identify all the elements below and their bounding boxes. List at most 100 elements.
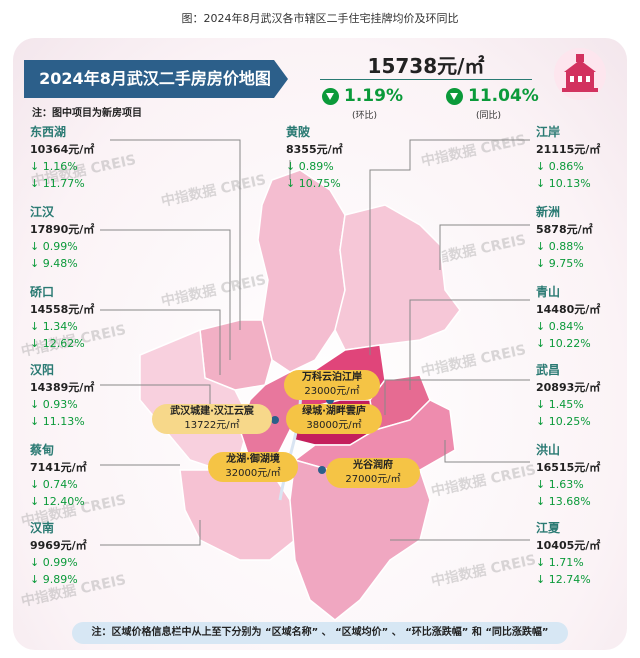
district-mom: ↓ 1.16%: [30, 160, 78, 173]
district-caidian: 蔡甸 7141元/㎡ ↓ 0.74% ↓ 12.40%: [30, 442, 130, 510]
project-price: 13722元/㎡: [184, 420, 240, 431]
region-huangpi: [257, 169, 346, 373]
leader-jianghan: [100, 229, 231, 360]
project-name: 武汉城建·汉江云宸: [170, 406, 254, 417]
district-name: 江汉: [30, 205, 55, 219]
down-arrow-icon: [446, 87, 463, 105]
district-price: 7141元/㎡: [30, 461, 87, 474]
leader-lines: [100, 139, 530, 546]
district-name: 汉阳: [30, 363, 55, 377]
district-hannan: 汉南 9969元/㎡ ↓ 0.99% ↓ 9.89%: [30, 520, 130, 588]
district-yoy: ↓ 10.75%: [286, 177, 341, 190]
district-name: 汉南: [30, 521, 55, 535]
district-price: 14480元/㎡: [536, 303, 601, 316]
district-name: 江岸: [536, 125, 561, 139]
district-price: 21115元/㎡: [536, 143, 601, 156]
district-name: 武昌: [536, 363, 561, 377]
district-mom: ↓ 0.93%: [30, 398, 78, 411]
district-name: 青山: [536, 285, 561, 299]
average-divider: [320, 79, 532, 80]
leader-dongxihu: [110, 139, 241, 330]
district-yoy: ↓ 9.48%: [30, 257, 78, 270]
title-banner: [24, 60, 288, 98]
mom-value: 1.19%: [344, 86, 403, 106]
region-xinzhou: [334, 204, 461, 351]
wuhan-landmark-logo-icon: [554, 48, 606, 100]
district-name: 新洲: [536, 205, 561, 219]
district-qingshan: 青山 14480元/㎡ ↓ 0.84% ↓ 10.22%: [536, 284, 636, 352]
district-mom: ↓ 0.99%: [30, 240, 78, 253]
title-note: 注：图中项目为新房项目: [32, 108, 142, 119]
district-price: 14558元/㎡: [30, 303, 95, 316]
district-price: 20893元/㎡: [536, 381, 601, 394]
region-dongxihu: [199, 319, 273, 391]
district-jiangan: 江岸 21115元/㎡ ↓ 0.86% ↓ 10.13%: [536, 124, 636, 192]
district-name: 洪山: [536, 443, 561, 457]
leader-xinzhou: [439, 224, 530, 270]
district-yoy: ↓ 12.74%: [536, 573, 591, 586]
mom-change: 1.19% (环比): [322, 86, 422, 126]
district-xinzhou: 新洲 5878元/㎡ ↓ 0.88% ↓ 9.75%: [536, 204, 636, 272]
district-price: 10364元/㎡: [30, 143, 95, 156]
district-mom: ↓ 0.74%: [30, 478, 78, 491]
yoy-value: 11.04%: [468, 86, 539, 106]
district-qiaokou: 硚口 14558元/㎡ ↓ 1.34% ↓ 12.62%: [30, 284, 130, 352]
mom-label: (环比): [352, 111, 378, 121]
district-dongxihu: 东西湖 10364元/㎡ ↓ 1.16% ↓ 11.77%: [30, 124, 130, 192]
district-yoy: ↓ 12.40%: [30, 495, 85, 508]
project-price: 32000元/㎡: [225, 468, 281, 479]
district-mom: ↓ 0.88%: [536, 240, 584, 253]
district-yoy: ↓ 9.75%: [536, 257, 584, 270]
district-price: 9969元/㎡: [30, 539, 87, 552]
leader-wuchang: [384, 379, 530, 415]
leader-qiaokou: [100, 309, 221, 375]
district-hongshan: 洪山 16515元/㎡ ↓ 1.63% ↓ 13.68%: [536, 442, 636, 510]
district-yoy: ↓ 10.25%: [536, 415, 591, 428]
project-name: 光谷润府: [353, 460, 393, 471]
district-wuchang: 武昌 20893元/㎡ ↓ 1.45% ↓ 10.25%: [536, 362, 636, 430]
yoy-change: 11.04% (同比): [446, 86, 546, 126]
project-name: 万科云泊江岸: [302, 372, 362, 383]
project-label-greentown: 绿城·湖畔雲庐 38000元/㎡: [286, 404, 382, 434]
district-mom: ↓ 0.86%: [536, 160, 584, 173]
district-yoy: ↓ 11.13%: [30, 415, 85, 428]
district-name: 东西湖: [30, 125, 67, 139]
district-mom: ↓ 0.89%: [286, 160, 334, 173]
district-name: 硚口: [30, 285, 55, 299]
project-name: 绿城·湖畔雲庐: [302, 406, 366, 417]
leader-jiangan: [369, 139, 530, 355]
figure-caption: 图：2024年8月武汉各市辖区二手住宅挂牌均价及环同比: [181, 12, 459, 25]
district-mom: ↓ 1.45%: [536, 398, 584, 411]
down-arrow-icon: [322, 87, 339, 105]
district-name: 蔡甸: [30, 443, 55, 457]
project-price: 27000元/㎡: [345, 474, 401, 485]
district-price: 14389元/㎡: [30, 381, 95, 394]
district-price: 5878元/㎡: [536, 223, 593, 236]
project-label-vanke: 万科云泊江岸 23000元/㎡: [284, 370, 380, 400]
district-name: 江夏: [536, 521, 561, 535]
page-title: 2024年8月武汉二手房房价地图: [39, 69, 271, 88]
district-mom: ↓ 0.84%: [536, 320, 584, 333]
leader-hanyang: [100, 384, 211, 410]
district-name: 黄陂: [286, 125, 311, 139]
district-yoy: ↓ 10.22%: [536, 337, 591, 350]
district-mom: ↓ 0.99%: [30, 556, 78, 569]
district-price: 8355元/㎡: [286, 143, 343, 156]
district-mom: ↓ 1.63%: [536, 478, 584, 491]
district-yoy: ↓ 10.13%: [536, 177, 591, 190]
average-price: 15738元/㎡: [367, 54, 485, 78]
district-hanyang: 汉阳 14389元/㎡ ↓ 0.93% ↓ 11.13%: [30, 362, 130, 430]
district-price: 10405元/㎡: [536, 539, 601, 552]
project-marker-3: [318, 466, 326, 474]
district-price: 17890元/㎡: [30, 223, 95, 236]
district-huangpi: 黄陂 8355元/㎡ ↓ 0.89% ↓ 10.75%: [286, 124, 386, 192]
district-yoy: ↓ 9.89%: [30, 573, 78, 586]
district-jianghan: 江汉 17890元/㎡ ↓ 0.99% ↓ 9.48%: [30, 204, 130, 272]
leader-hongshan: [444, 440, 530, 463]
district-mom: ↓ 1.34%: [30, 320, 78, 333]
district-mom: ↓ 1.71%: [536, 556, 584, 569]
yoy-label: (同比): [476, 111, 502, 121]
project-label-longfor: 龙湖·御湖境 32000元/㎡: [208, 452, 298, 482]
leader-qingshan: [409, 299, 530, 390]
